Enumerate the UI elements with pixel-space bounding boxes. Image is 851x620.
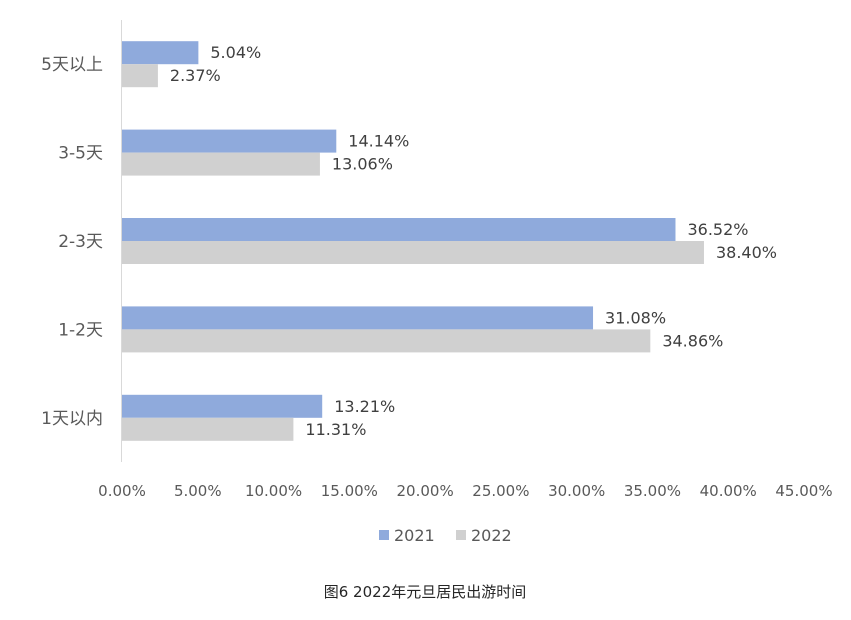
data-label-2021: 13.21% (334, 397, 395, 416)
x-tick-label: 25.00% (472, 482, 529, 500)
data-label-2022: 38.40% (716, 243, 777, 262)
bar-2021 (122, 218, 676, 241)
data-label-2021: 14.14% (348, 132, 409, 151)
legend-label-2022: 2022 (471, 526, 512, 545)
x-tick-label: 45.00% (775, 482, 832, 500)
bar-2022 (122, 152, 320, 176)
legend-swatch-2022 (456, 530, 466, 540)
x-tick-label: 35.00% (624, 482, 681, 500)
bar-2021 (122, 306, 594, 330)
x-tick-label: 5.00% (174, 482, 222, 500)
x-tick-label: 30.00% (548, 482, 605, 500)
data-label-2022: 34.86% (662, 331, 723, 350)
category-labels: 5天以上 3-5天 2-3天 1-2天 1天以内 (41, 55, 103, 429)
bars-layer (122, 41, 704, 441)
bar-2022 (122, 64, 158, 88)
category-label: 3-5天 (58, 144, 103, 164)
bar-2022 (122, 241, 704, 264)
category-label: 2-3天 (58, 232, 103, 252)
data-labels: 5.04% 2.37% 14.14% 13.06% 36.52% 38.40% 31.08%… (170, 43, 777, 439)
bar-2022 (122, 417, 294, 441)
x-tick-label: 40.00% (700, 482, 757, 500)
category-label: 1-2天 (58, 320, 103, 340)
bar-2021 (122, 394, 323, 418)
legend: 2021 2022 (379, 526, 512, 545)
data-label-2022: 11.31% (305, 420, 366, 439)
bar-2022 (122, 329, 651, 353)
category-label: 1天以内 (41, 409, 103, 429)
bar-2021 (122, 129, 337, 153)
legend-swatch-2021 (379, 530, 389, 540)
x-tick-label: 10.00% (245, 482, 302, 500)
x-tick-label: 15.00% (321, 482, 378, 500)
data-label-2022: 2.37% (170, 66, 221, 85)
category-label: 5天以上 (41, 55, 103, 75)
data-label-2021: 5.04% (210, 43, 261, 62)
bar-2021 (122, 41, 199, 65)
x-tick-label: 0.00% (98, 482, 146, 500)
data-label-2021: 36.52% (687, 220, 748, 239)
data-label-2022: 13.06% (332, 155, 393, 174)
legend-label-2021: 2021 (394, 526, 435, 545)
figure-caption: 图6 2022年元旦居民出游时间 (324, 583, 527, 601)
x-tick-label: 20.00% (397, 482, 454, 500)
data-label-2021: 31.08% (605, 308, 666, 327)
x-tick-labels: 0.00% 5.00% 10.00% 15.00% 20.00% 25.00% 30.00%… (98, 482, 832, 500)
